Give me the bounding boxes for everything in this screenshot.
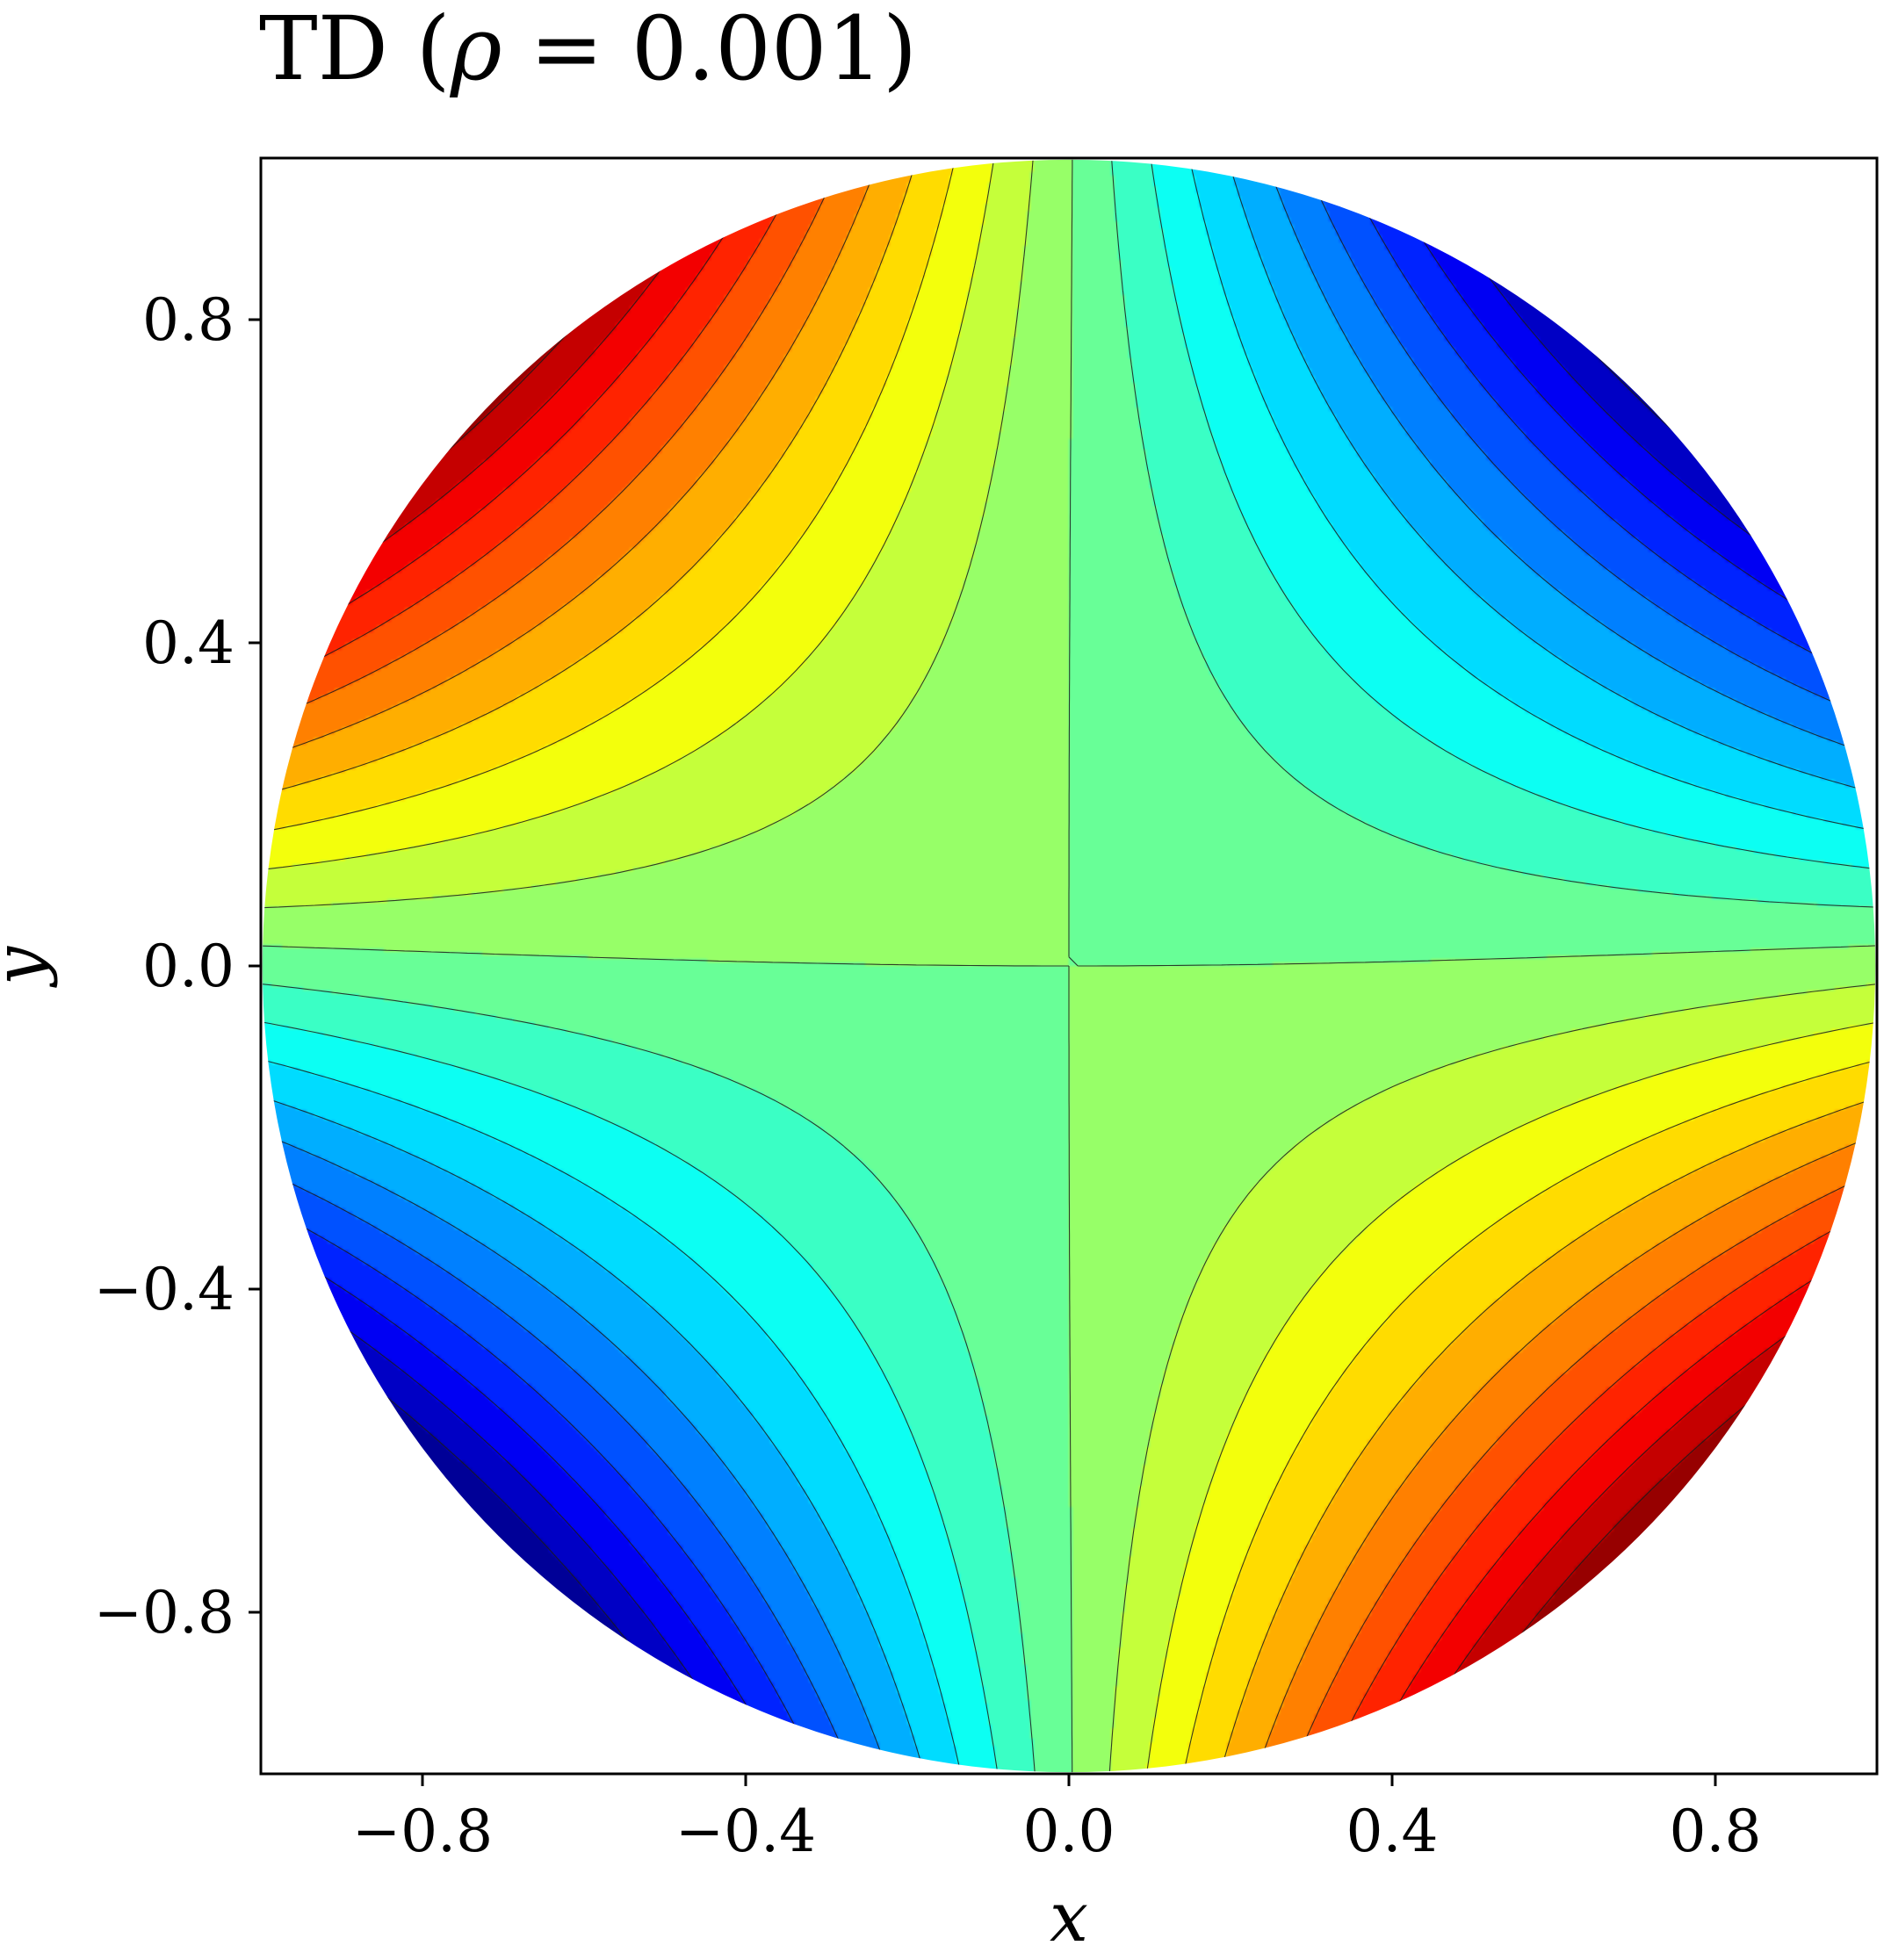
plot-area (259, 156, 1879, 1776)
contour-line (262, 159, 1876, 1773)
x-tick-label: −0.4 (675, 1798, 816, 1865)
x-tick-label: −0.8 (352, 1798, 493, 1865)
y-tick-label: 0.4 (142, 609, 235, 677)
x-axis-label: x (1050, 1878, 1088, 1957)
chart-title: TD (ρ = 0.001) (259, 0, 917, 100)
x-axis: −0.8 −0.4 0.0 0.4 0.8 (352, 1774, 1762, 1865)
contour-line (262, 159, 1876, 1773)
contour-line (262, 159, 1876, 1773)
contour-lines (262, 159, 1876, 1773)
y-tick-label: 0.0 (142, 933, 235, 1000)
y-tick-label: −0.8 (94, 1579, 235, 1647)
y-axis: −0.8 −0.4 0.0 0.4 0.8 (94, 286, 261, 1647)
y-tick-label: −0.4 (94, 1256, 235, 1323)
x-tick-label: 0.0 (1023, 1798, 1115, 1865)
x-tick-label: 0.4 (1346, 1798, 1439, 1865)
contour-line (262, 159, 1876, 1773)
x-tick-label: 0.8 (1670, 1798, 1762, 1865)
y-axis-label: y (0, 946, 59, 988)
y-tick-label: 0.8 (142, 286, 235, 354)
